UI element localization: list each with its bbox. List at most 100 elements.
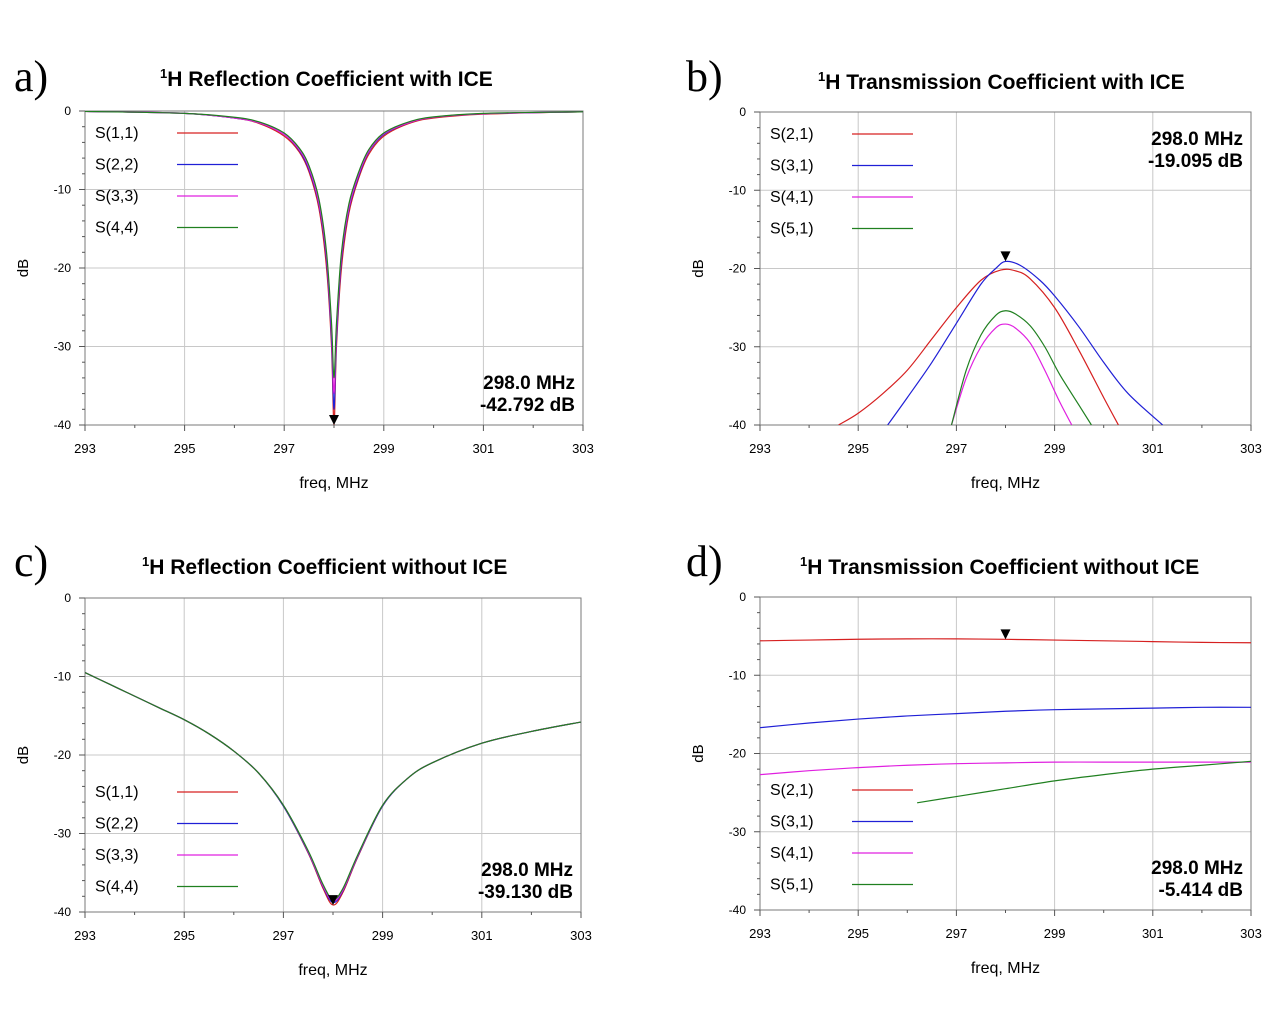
x-tick-label: 303 (1240, 926, 1262, 941)
y-tick-label: -10 (54, 183, 72, 197)
x-tick-label: 297 (273, 928, 295, 943)
y-tick-label: -30 (729, 340, 747, 354)
legend-label: S(2,1) (770, 782, 814, 799)
y-tick-label: 0 (64, 591, 71, 605)
x-tick-label: 297 (273, 441, 295, 456)
series-line---2-2- (85, 111, 583, 410)
x-tick-label: 295 (174, 441, 196, 456)
x-axis-label: freq, MHz (298, 962, 367, 979)
y-tick-label: -10 (729, 183, 747, 197)
x-tick-label: 293 (74, 928, 96, 943)
x-tick-label: 303 (570, 928, 592, 943)
panel-a-title-text: H Reflection Coefficient with ICE (167, 68, 493, 91)
y-axis-label: dB (15, 259, 32, 277)
marker-triangle (329, 415, 339, 425)
panel-a-title-sup: 1 (160, 66, 168, 81)
series-line---5-1- (917, 760, 1251, 804)
series-line---5-1- (950, 310, 1092, 425)
marker-freq-readout: 298.0 MHz (1151, 129, 1243, 150)
legend-label: S(2,2) (95, 816, 139, 833)
legend-label: S(4,4) (95, 879, 139, 896)
marker-freq-readout: 298.0 MHz (483, 373, 575, 394)
panel-d-label: d) (686, 537, 723, 586)
legend-label: S(3,1) (770, 158, 814, 175)
panel-b-title-sup: 1 (818, 69, 826, 84)
y-axis-label: dB (690, 259, 707, 277)
legend-label: S(5,1) (770, 877, 814, 894)
y-axis-label: dB (15, 746, 32, 764)
marker-value-readout: -39.130 dB (478, 882, 573, 903)
legend-label: S(2,1) (770, 126, 814, 143)
legend-label: S(5,1) (770, 221, 814, 238)
legend-label: S(1,1) (95, 784, 139, 801)
y-tick-label: -20 (54, 748, 72, 762)
x-tick-label: 299 (1044, 441, 1066, 456)
x-tick-label: 301 (473, 441, 495, 456)
series-group (838, 260, 1164, 425)
series-line---3-1- (887, 260, 1164, 425)
x-axis-label: freq, MHz (971, 475, 1040, 492)
legend-label: S(4,1) (770, 845, 814, 862)
x-tick-label: 301 (1142, 926, 1164, 941)
y-tick-label: 0 (64, 104, 71, 118)
marker-triangle (1000, 629, 1011, 640)
y-tick-label: -20 (54, 261, 72, 275)
y-tick-label: -30 (54, 340, 72, 354)
series-line---4-1- (760, 761, 1251, 776)
series-line---2-1- (838, 268, 1119, 425)
y-tick-label: -20 (729, 262, 747, 276)
x-tick-label: 293 (74, 441, 96, 456)
panel-c-label: c) (14, 537, 49, 586)
x-tick-label: 293 (749, 441, 771, 456)
legend-label: S(1,1) (95, 125, 139, 142)
y-tick-label: -30 (54, 827, 72, 841)
legend-label: S(3,3) (95, 847, 139, 864)
x-tick-label: 303 (1240, 441, 1262, 456)
marker-freq-readout: 298.0 MHz (1151, 858, 1243, 879)
y-tick-label: 0 (739, 105, 746, 119)
legend-label: S(2,2) (95, 157, 139, 174)
y-tick-label: -20 (729, 747, 747, 761)
panel-b-label: b) (686, 52, 723, 101)
panel-a-title: 1H Reflection Coefficient with ICE (160, 66, 493, 92)
panel-b-title: 1H Transmission Coefficient with ICE (818, 69, 1185, 95)
x-axis-label: freq, MHz (971, 960, 1040, 977)
marker-value-readout: -5.414 dB (1159, 880, 1243, 901)
marker-freq-readout: 298.0 MHz (481, 860, 573, 881)
legend-label: S(3,3) (95, 188, 139, 205)
series-line---4-1- (950, 323, 1073, 425)
marker-value-readout: -42.792 dB (480, 395, 575, 416)
x-tick-label: 301 (471, 928, 493, 943)
y-tick-label: -10 (54, 670, 72, 684)
y-tick-label: -40 (54, 905, 72, 919)
panel-b-title-text: H Transmission Coefficient with ICE (825, 71, 1185, 94)
y-tick-label: -10 (729, 668, 747, 682)
series-line---4-4- (85, 672, 581, 901)
y-tick-label: -30 (729, 825, 747, 839)
panel-c-title: 1H Reflection Coefficient without ICE (142, 554, 508, 580)
x-tick-label: 297 (946, 926, 968, 941)
marker-triangle (1000, 251, 1011, 262)
legend-label: S(4,4) (95, 220, 139, 237)
marker-value-readout: -19.095 dB (1148, 151, 1243, 172)
x-tick-label: 299 (372, 928, 394, 943)
x-tick-label: 303 (572, 441, 594, 456)
x-tick-label: 295 (847, 441, 869, 456)
x-tick-label: 293 (749, 926, 771, 941)
x-tick-label: 297 (946, 441, 968, 456)
y-tick-label: -40 (729, 418, 747, 432)
panel-c-title-sup: 1 (142, 554, 150, 569)
legend-label: S(4,1) (770, 189, 814, 206)
panel-c-title-text: H Reflection Coefficient without ICE (149, 556, 508, 579)
panel-d-title-sup: 1 (800, 554, 808, 569)
y-tick-label: -40 (729, 903, 747, 917)
x-tick-label: 299 (373, 441, 395, 456)
x-tick-label: 299 (1044, 926, 1066, 941)
panel-d-title: 1H Transmission Coefficient without ICE (800, 554, 1199, 580)
legend-label: S(3,1) (770, 814, 814, 831)
x-tick-label: 301 (1142, 441, 1164, 456)
